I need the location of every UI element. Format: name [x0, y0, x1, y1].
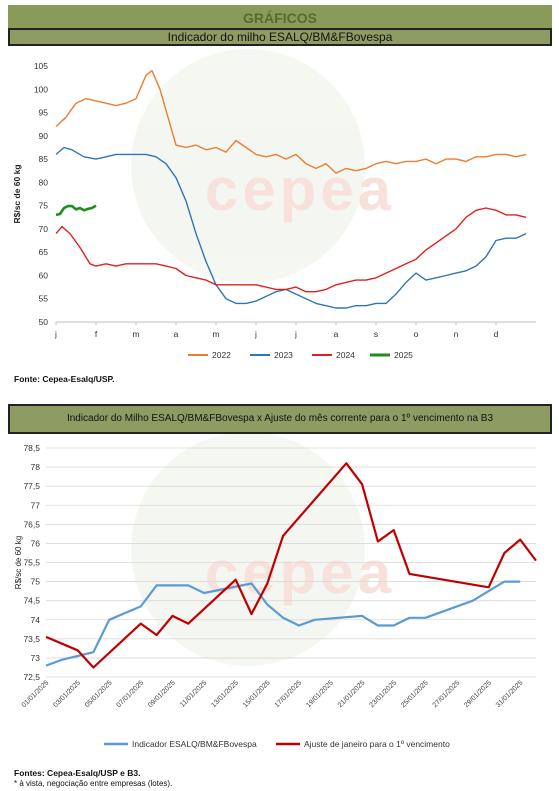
series-line-2024	[55, 207, 527, 293]
x-tick-label: m	[132, 329, 139, 339]
y-tick-label: 73	[31, 653, 41, 663]
x-tick-label: j	[54, 329, 57, 339]
x-tick-label: j	[254, 329, 257, 339]
x-tick-label: 19/01/2025	[305, 679, 335, 709]
x-tick-label: 31/01/2025	[495, 679, 525, 709]
y-tick-label: 95	[39, 108, 49, 118]
y-axis-label: R$/sc de 60 kg	[14, 536, 23, 589]
series-line-2025	[55, 204, 97, 217]
x-tick-label: a	[334, 329, 339, 339]
x-tick-label: 25/01/2025	[400, 679, 430, 709]
y-tick-label: 73,5	[23, 634, 40, 644]
y-tick-label: 75,5	[23, 558, 40, 568]
legend-label-indicador: Indicador ESALQ/BM&FBovespa	[132, 739, 257, 749]
legend-label-2025: 2025	[394, 350, 413, 360]
chart2: cepea 72,5 73 73,5 74 74,5 75 75,5 76 76,5 77 77,5 7…	[14, 434, 537, 749]
y-tick-label: 72,5	[23, 672, 40, 682]
x-tick-label: 05/01/2025	[84, 679, 114, 709]
y-tick-label: 105	[34, 61, 48, 71]
x-tick-label: 15/01/2025	[242, 679, 272, 709]
y-tick-label: 76	[31, 538, 41, 548]
y-tick-label: 77,5	[23, 481, 40, 491]
watermark-text: cepea	[205, 539, 395, 606]
x-tick-label: 27/01/2025	[432, 679, 462, 709]
series-line-indicador	[45, 580, 521, 667]
x-tick-label: 03/01/2025	[52, 679, 82, 709]
chart1-title: Indicador do milho ESALQ/BM&FBovespa	[8, 28, 552, 46]
y-tick-label: 75	[39, 201, 49, 211]
y-tick-label: 77	[31, 500, 41, 510]
x-tick-label: s	[374, 329, 378, 339]
x-tick-label: 11/01/2025	[179, 679, 208, 708]
series-line-2023	[55, 146, 527, 309]
x-tick-label: 23/01/2025	[368, 679, 398, 709]
chart1: cepea 50 55 60 65 70 75 80 85 90 95 100 105 j f m a m j j a s…	[12, 49, 536, 360]
chart2-note: * à vista, negociação entre empresas (lo…	[14, 779, 173, 788]
x-tick-label: f	[95, 329, 98, 339]
series-line-ajuste	[45, 462, 537, 669]
x-tick-label: d	[494, 329, 499, 339]
chart1-source: Fonte: Cepea-Esalq/USP.	[14, 374, 115, 384]
x-tick-label: 17/01/2025	[274, 679, 304, 709]
y-tick-label: 60	[39, 270, 49, 280]
x-tick-label: 07/01/2025	[116, 679, 146, 709]
chart2-source: Fontes: Cepea-Esalq/USP e B3.	[14, 768, 141, 778]
cepea-watermark: cepea	[131, 49, 395, 283]
chart2-title: Indicador do Milho ESALQ/BM&FBovespa x A…	[8, 404, 552, 434]
x-tick-label: 01/01/2025	[21, 679, 51, 709]
y-tick-label: 55	[39, 294, 49, 304]
y-tick-label: 78,5	[23, 443, 40, 453]
y-axis-label: R$/sc de 60 kg	[12, 164, 22, 223]
y-tick-label: 78	[31, 462, 41, 472]
x-tick-label: o	[414, 329, 419, 339]
x-tick-label: j	[294, 329, 297, 339]
watermark-text: cepea	[205, 156, 395, 223]
x-tick-label: 29/01/2025	[463, 679, 493, 709]
x-tick-label: a	[174, 329, 179, 339]
x-tick-label: m	[212, 329, 219, 339]
y-tick-label: 50	[39, 317, 49, 327]
legend-label-ajuste: Ajuste de janeiro para o 1º vencimento	[304, 739, 450, 749]
y-tick-label: 75	[31, 577, 41, 587]
y-tick-label: 74	[31, 615, 41, 625]
y-tick-label: 65	[39, 247, 49, 257]
y-tick-label: 74,5	[23, 596, 40, 606]
legend-label-2023: 2023	[274, 350, 293, 360]
x-tick-label: 21/01/2025	[337, 679, 367, 709]
y-tick-label: 80	[39, 177, 49, 187]
legend-label-2022: 2022	[212, 350, 231, 360]
legend-label-2024: 2024	[336, 350, 355, 360]
y-tick-label: 76,5	[23, 519, 40, 529]
cepea-watermark: cepea	[131, 434, 395, 666]
x-tick-label: n	[454, 329, 459, 339]
section-header: GRÁFICOS	[8, 5, 552, 30]
y-tick-label: 100	[34, 84, 48, 94]
y-tick-label: 70	[39, 224, 49, 234]
y-tick-label: 85	[39, 154, 49, 164]
y-tick-label: 90	[39, 131, 49, 141]
x-tick-label: 13/01/2025	[210, 679, 240, 709]
x-tick-label: 09/01/2025	[147, 679, 177, 709]
series-line-2022	[55, 70, 527, 174]
section-title: GRÁFICOS	[243, 10, 317, 26]
